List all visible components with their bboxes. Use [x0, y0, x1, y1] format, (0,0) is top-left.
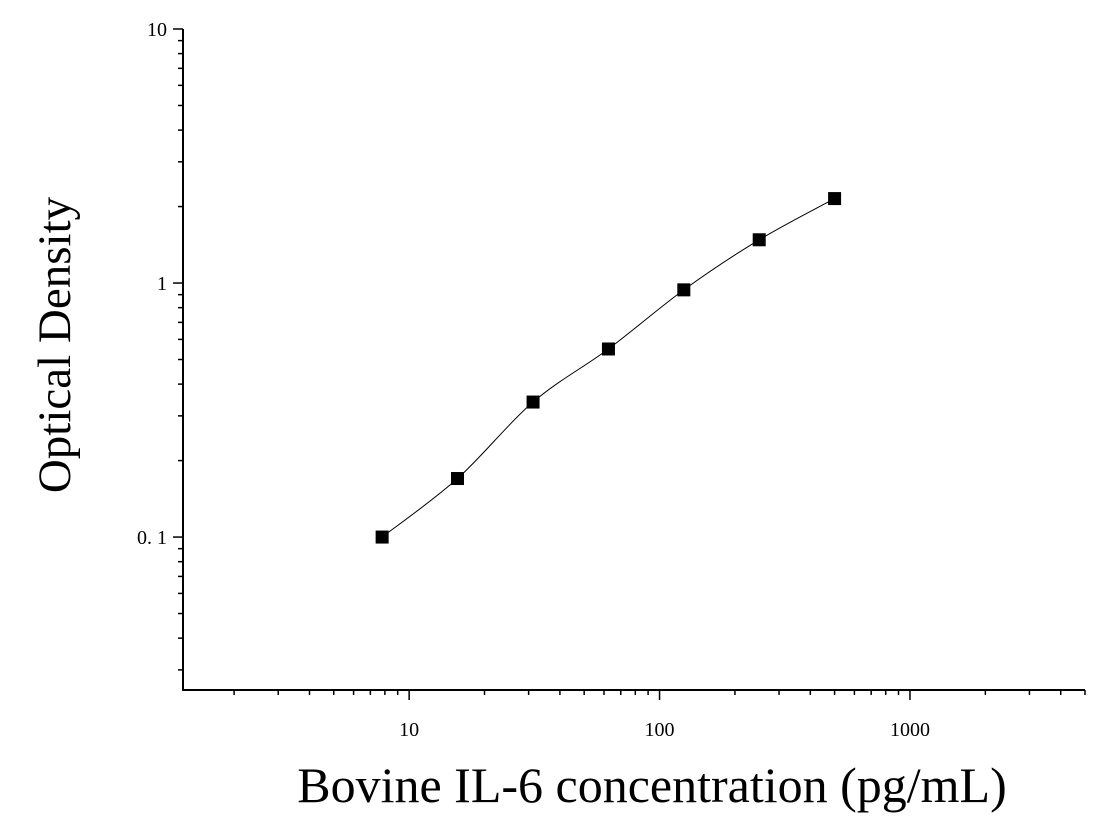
x-tick-label: 1000 — [890, 719, 930, 741]
data-point — [601, 342, 615, 356]
y-tick-label: 0. 1 — [137, 527, 167, 549]
x-axis-ticks — [233, 690, 1086, 700]
data-point — [752, 233, 766, 247]
x-axis-title: Bovine IL-6 concentration (pg/mL) — [297, 757, 1007, 813]
x-tick-label: 100 — [645, 719, 675, 741]
data-point — [375, 530, 389, 544]
y-tick-label: 10 — [147, 19, 167, 41]
x-tick-label: 10 — [399, 719, 419, 741]
x-tick-labels: 10 100 1000 — [399, 719, 930, 741]
y-axis-title: Optical Density — [29, 196, 81, 493]
fit-curve-line — [381, 198, 835, 538]
y-axis-ticks — [173, 28, 183, 671]
y-tick-label: 1 — [157, 273, 167, 295]
data-point — [451, 472, 465, 486]
y-tick-labels: 0. 1 1 10 — [137, 19, 167, 549]
data-point — [526, 395, 540, 409]
data-point — [828, 192, 842, 206]
data-points — [375, 192, 842, 544]
data-point — [677, 283, 691, 297]
